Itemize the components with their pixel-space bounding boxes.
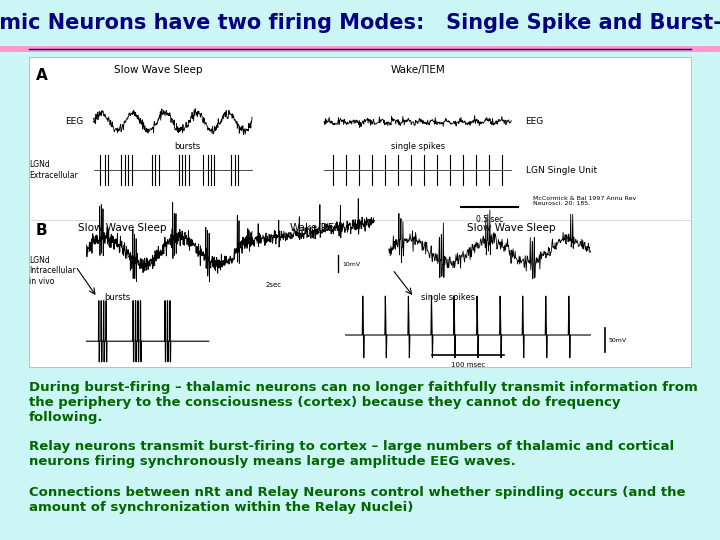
Text: 100 msec: 100 msec	[451, 362, 485, 368]
Text: Wake/ΠEM: Wake/ΠEM	[390, 65, 445, 75]
Text: Slow Wave Sleep: Slow Wave Sleep	[114, 65, 202, 75]
Text: bursts: bursts	[104, 293, 130, 302]
Text: 50mV: 50mV	[608, 338, 626, 343]
Text: A: A	[36, 68, 48, 83]
Text: LGN Single Unit: LGN Single Unit	[526, 166, 597, 174]
Text: EEG: EEG	[526, 117, 544, 126]
FancyBboxPatch shape	[0, 46, 720, 52]
Text: During burst-firing – thalamic neurons can no longer faithfully transmit informa: During burst-firing – thalamic neurons c…	[29, 381, 698, 424]
Text: 10mV: 10mV	[342, 261, 360, 267]
Text: single spikes: single spikes	[421, 293, 475, 302]
Text: 2sec: 2sec	[266, 282, 282, 288]
Text: 0.5 sec: 0.5 sec	[476, 215, 503, 224]
Text: LGNd
Intracellular
in vivo: LGNd Intracellular in vivo	[29, 256, 76, 286]
Text: single spikes: single spikes	[390, 143, 445, 151]
FancyBboxPatch shape	[29, 57, 691, 367]
Text: McCormick & Bal 1997 Annu Rev
Neurosci. 20: 185.: McCormick & Bal 1997 Annu Rev Neurosci. …	[533, 195, 636, 206]
Text: bursts: bursts	[174, 143, 200, 151]
Text: Relay neurons transmit burst-firing to cortex – large numbers of thalamic and co: Relay neurons transmit burst-firing to c…	[29, 440, 674, 468]
Text: Connections between nRt and Relay Neurons control whether spindling occurs (and : Connections between nRt and Relay Neuron…	[29, 486, 685, 514]
Text: EEG: EEG	[65, 117, 83, 126]
Text: B: B	[36, 223, 48, 238]
Text: Thalamic Neurons have two firing Modes:   Single Spike and Burst-firing: Thalamic Neurons have two firing Modes: …	[0, 13, 720, 33]
Text: LGNd
Extracellular: LGNd Extracellular	[29, 160, 78, 180]
Text: Slow Wave Sleep: Slow Wave Sleep	[467, 223, 555, 233]
Text: Wake/REM: Wake/REM	[289, 223, 344, 233]
Text: Slow Wave Sleep: Slow Wave Sleep	[78, 223, 166, 233]
